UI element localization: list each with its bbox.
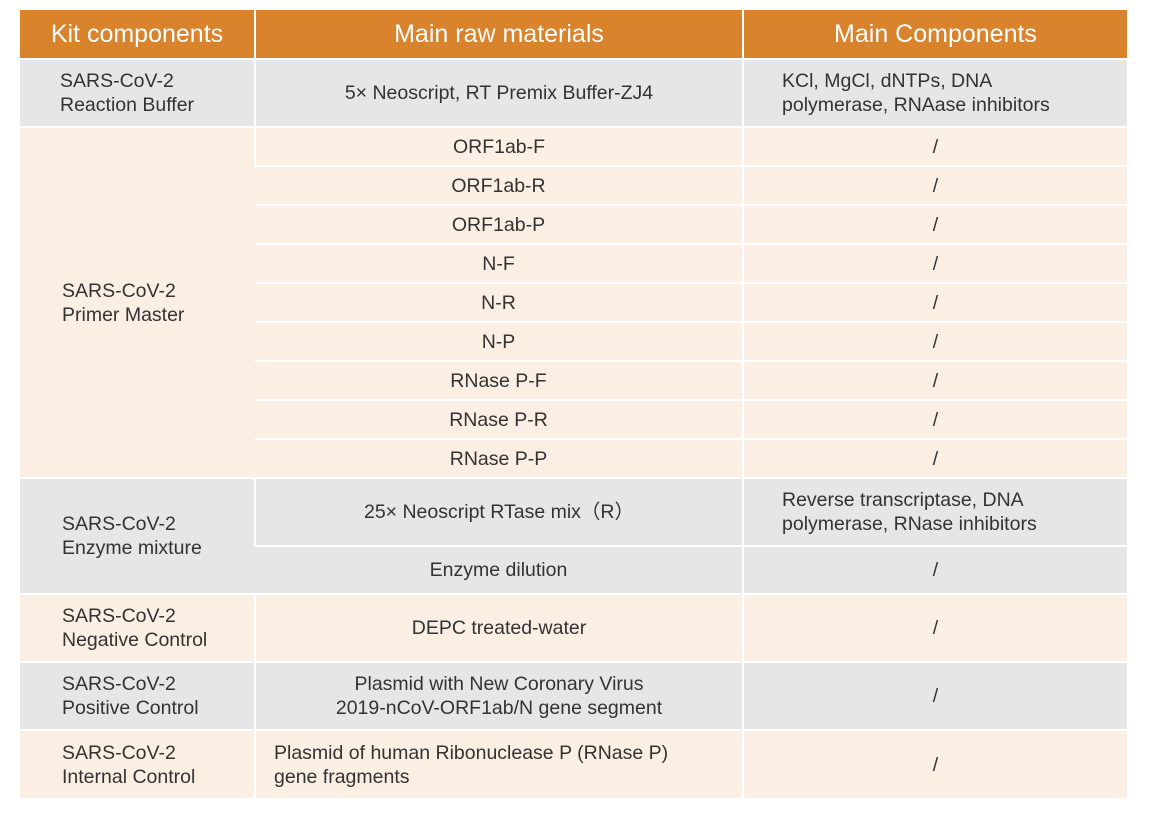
main-component-cell: Reverse transcriptase, DNA polymerase, R… (742, 477, 1127, 546)
table-row: RNase P-F / (20, 360, 1127, 400)
main-component-cell: / (742, 165, 1127, 205)
material-line: 2019-nCoV-ORF1ab/N gene segment (335, 697, 663, 719)
table-row: Enzyme dilution / (20, 545, 1127, 594)
table-row: N-R / (20, 282, 1127, 322)
component-cell: SARS-CoV-2 Enzyme mixture (20, 477, 255, 594)
component-line: Internal Control (62, 765, 196, 788)
component-cell: SARS-CoV-2 Internal Control (20, 729, 255, 798)
material-cell: N-R (255, 282, 743, 322)
main-component-cell: / (742, 321, 1127, 361)
main-component-cell: / (742, 204, 1127, 244)
table-header-row: Kit components Main raw materials Main C… (20, 10, 1127, 60)
header-main-raw-materials: Main raw materials (254, 10, 743, 60)
table-row-reaction-buffer: SARS-CoV-2 Reaction Buffer 5× Neoscript,… (20, 58, 1127, 127)
component-cell: SARS-CoV-2 Negative Control (20, 593, 255, 662)
material-cell: RNase P-P (255, 438, 743, 478)
table-row: ORF1ab-P / (20, 204, 1127, 244)
main-line: polymerase, RNAase inhibitors (782, 94, 1050, 116)
material-cell: DEPC treated-water (254, 593, 743, 662)
table-row-primer-master: SARS-CoV-2 Primer Master ORF1ab-F / (20, 126, 1127, 478)
main-component-cell: / (742, 399, 1127, 439)
table-row: N-P / (20, 321, 1127, 361)
material-cell: Enzyme dilution (255, 545, 743, 594)
material-line: Plasmid of human Ribonuclease P (RNase P… (274, 741, 669, 764)
component-cell: SARS-CoV-2 Primer Master (20, 126, 255, 478)
material-cell: 25× Neoscript RTase mix（R） (254, 477, 743, 546)
material-cell: 5× Neoscript, RT Premix Buffer-ZJ4 (254, 58, 743, 127)
main-line: KCl, MgCl, dNTPs, DNA (782, 70, 993, 92)
main-component-cell: / (742, 593, 1127, 662)
main-component-cell: / (742, 282, 1127, 322)
component-line: SARS-CoV-2 (62, 741, 176, 764)
component-line: Positive Control (62, 697, 199, 719)
component-line: SARS-CoV-2 (60, 70, 174, 92)
component-cell: SARS-CoV-2 Reaction Buffer (20, 58, 255, 127)
main-component-cell: KCl, MgCl, dNTPs, DNA polymerase, RNAase… (742, 58, 1127, 127)
table-row-enzyme-mixture: SARS-CoV-2 Enzyme mixture 25× Neoscript … (20, 477, 1127, 594)
header-kit-components: Kit components (20, 10, 255, 60)
material-line: Plasmid with New Coronary Virus (354, 673, 644, 695)
table-row: N-F / (20, 243, 1127, 283)
material-cell: ORF1ab-R (255, 165, 743, 205)
table-row-negative-control: SARS-CoV-2 Negative Control DEPC treated… (20, 593, 1127, 662)
component-cell: SARS-CoV-2 Positive Control (20, 661, 255, 730)
material-cell: ORF1ab-F (254, 126, 743, 166)
table-row: RNase P-P / (20, 438, 1127, 478)
component-line: Primer Master (62, 303, 185, 326)
component-line: Reaction Buffer (60, 94, 195, 116)
main-component-cell: / (742, 661, 1127, 730)
material-cell: Plasmid with New Coronary Virus 2019-nCo… (254, 661, 743, 730)
material-line: gene fragments (274, 765, 410, 788)
main-component-cell: / (742, 729, 1127, 798)
component-line: Negative Control (62, 629, 208, 651)
main-component-cell: / (742, 360, 1127, 400)
main-component-cell: / (742, 243, 1127, 283)
main-component-cell: / (742, 126, 1127, 166)
main-component-cell: / (742, 545, 1127, 594)
main-component-cell: / (742, 438, 1127, 478)
material-cell: Plasmid of human Ribonuclease P (RNase P… (254, 729, 743, 798)
table-row: RNase P-R / (20, 399, 1127, 439)
component-line: Enzyme mixture (62, 537, 202, 559)
header-main-components: Main Components (742, 10, 1127, 60)
material-cell: RNase P-R (255, 399, 743, 439)
material-cell: N-P (255, 321, 743, 361)
main-line: polymerase, RNase inhibitors (782, 513, 1037, 535)
component-line: SARS-CoV-2 (62, 673, 176, 695)
material-cell: N-F (255, 243, 743, 283)
material-cell: RNase P-F (255, 360, 743, 400)
main-line: Reverse transcriptase, DNA (782, 489, 1024, 511)
table-row: ORF1ab-R / (20, 165, 1127, 205)
component-line: SARS-CoV-2 (62, 605, 176, 627)
material-cell: ORF1ab-P (255, 204, 743, 244)
kit-components-table: Kit components Main raw materials Main C… (20, 10, 1127, 798)
table-row-positive-control: SARS-CoV-2 Positive Control Plasmid with… (20, 661, 1127, 730)
component-line: SARS-CoV-2 (62, 279, 176, 302)
table-row-internal-control: SARS-CoV-2 Internal Control Plasmid of h… (20, 729, 1127, 798)
component-line: SARS-CoV-2 (62, 513, 176, 535)
